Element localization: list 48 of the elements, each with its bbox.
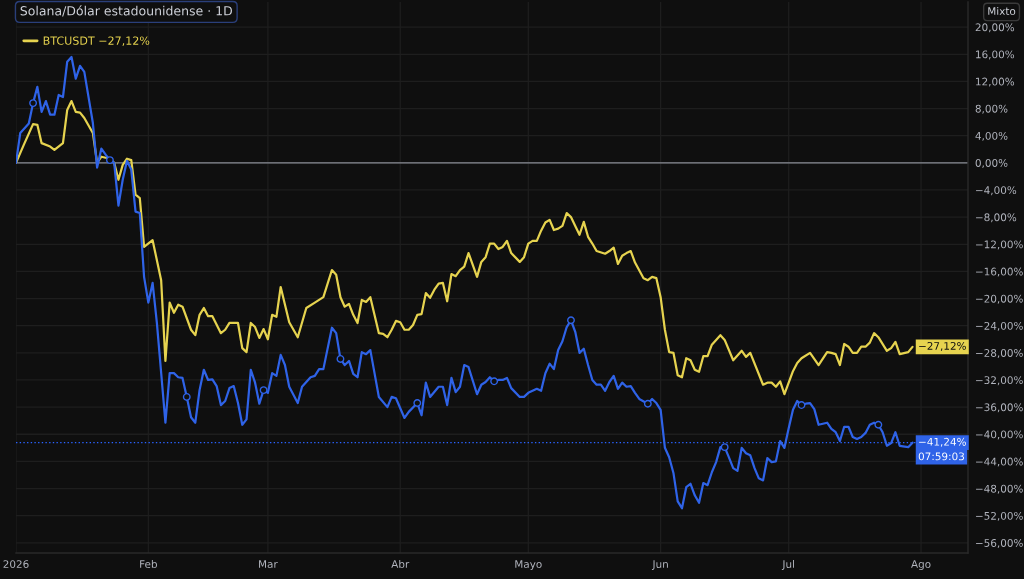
y-tick-label: 20,00% xyxy=(975,23,1015,33)
y-tick-label: 4,00% xyxy=(975,131,1008,141)
y-tick-label: −24,00% xyxy=(976,321,1023,331)
x-tick-label: Mar xyxy=(259,560,278,569)
x-tick-label: Mayo xyxy=(515,560,542,571)
y-tick-label: −48,00% xyxy=(976,484,1023,494)
y-tick-label: −44,00% xyxy=(976,457,1023,467)
point xyxy=(490,377,499,386)
y-tick-label: −36,00% xyxy=(976,403,1023,413)
y-tick-label: −40,00% xyxy=(976,430,1023,440)
x-tick-label: Jun xyxy=(651,560,668,570)
y-tick-label: 8,00% xyxy=(975,104,1008,114)
x-tick-label: Abr xyxy=(391,559,410,569)
text: Mixto xyxy=(988,6,1016,16)
line-series xyxy=(16,99,914,396)
y-tick-label: −32,00% xyxy=(976,376,1023,386)
y-tick-label: −52,00% xyxy=(976,511,1023,521)
y-tick-label: −12,00% xyxy=(976,240,1023,250)
y-tick-label: −20,00% xyxy=(976,294,1023,304)
point xyxy=(336,354,345,363)
point xyxy=(797,401,806,410)
y-tick-label: −56,00% xyxy=(976,539,1023,548)
y-tick-label: −16,00% xyxy=(976,267,1023,277)
y-tick-label: 16,00% xyxy=(976,50,1015,60)
point xyxy=(105,156,114,165)
point xyxy=(413,399,422,407)
legend-label: BTCUSDT −27,12% xyxy=(43,36,150,46)
y-tick-label: 12,00% xyxy=(976,77,1015,87)
point xyxy=(182,392,191,401)
point xyxy=(874,420,883,429)
x-tick-label: Ago xyxy=(911,560,931,571)
line-series xyxy=(16,55,914,510)
point xyxy=(720,443,729,452)
annotation: 07:59:03 xyxy=(918,452,965,461)
point xyxy=(259,386,268,395)
y-tick-label: −4,00% xyxy=(976,186,1017,196)
annotation: −27,12% xyxy=(919,341,966,351)
x-tick-label: Jul xyxy=(781,559,795,570)
y-tick-label: 0,00% xyxy=(975,159,1008,168)
x-tick-label: Feb xyxy=(140,559,157,569)
point xyxy=(29,99,38,108)
x-tick-label: 2026 xyxy=(3,560,29,569)
annotation: −41,24% xyxy=(919,437,966,447)
chart-title: Solana/Dólar estadounidense · 1D xyxy=(20,5,233,17)
point xyxy=(567,316,575,325)
y-tick-label: −8,00% xyxy=(976,213,1017,223)
point xyxy=(643,399,652,408)
y-tick-label: −28,00% xyxy=(976,349,1023,358)
